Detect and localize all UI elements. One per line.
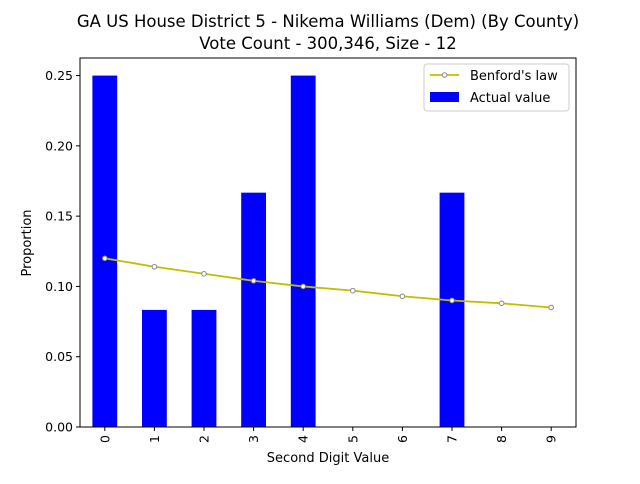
y-tick-label: 0.00 [45, 420, 73, 435]
y-tick-label: 0.05 [45, 349, 73, 364]
y-axis: 0.00 0.05 0.10 0.15 0.20 0.25 [45, 68, 80, 434]
x-tick-label: 3 [246, 435, 261, 443]
y-tick-label: 0.15 [45, 209, 73, 224]
y-axis-label: Proportion [20, 209, 35, 276]
bar-digit-2 [192, 310, 217, 427]
bar-digit-4 [291, 76, 316, 427]
benford-point-2 [202, 271, 207, 276]
benford-point-0 [103, 256, 108, 261]
chart-subtitle: Vote Count - 300,346, Size - 12 [199, 34, 456, 53]
benford-point-7 [450, 298, 455, 303]
benford-point-1 [152, 264, 157, 269]
benford-point-6 [400, 294, 405, 299]
chart-title: GA US House District 5 - Nikema Williams… [77, 12, 579, 31]
x-tick-label: 9 [544, 435, 559, 443]
x-tick-label: 6 [395, 435, 410, 443]
x-axis: 0 1 2 3 4 5 6 7 8 9 [97, 427, 558, 443]
bar-digit-3 [241, 193, 266, 427]
benford-point-8 [499, 301, 504, 306]
benford-point-5 [351, 288, 356, 293]
x-tick-label: 1 [147, 435, 162, 443]
legend: Benford's law Actual value [424, 64, 569, 111]
benford-point-3 [251, 279, 256, 284]
bar-digit-1 [142, 310, 167, 427]
y-tick-label: 0.25 [45, 68, 73, 83]
x-tick-label: 4 [296, 435, 311, 443]
legend-marker-swatch [442, 73, 447, 78]
bar-digit-7 [440, 193, 465, 427]
x-tick-label: 5 [345, 435, 360, 443]
y-tick-label: 0.10 [45, 279, 73, 294]
bar-digit-0 [92, 76, 117, 427]
legend-bar-swatch [430, 92, 459, 102]
x-tick-label: 7 [445, 435, 460, 443]
benford-point-4 [301, 284, 306, 289]
benford-line-layer [103, 256, 554, 310]
x-tick-label: 8 [494, 435, 509, 443]
x-axis-label: Second Digit Value [267, 451, 389, 466]
bars-layer [92, 76, 464, 427]
x-tick-label: 2 [197, 435, 212, 443]
benford-point-9 [549, 305, 554, 310]
x-tick-label: 0 [97, 435, 112, 443]
legend-label-actual: Actual value [470, 91, 550, 106]
y-tick-label: 0.20 [45, 138, 73, 153]
legend-label-benford: Benford's law [470, 69, 558, 84]
benford-line [105, 258, 551, 307]
